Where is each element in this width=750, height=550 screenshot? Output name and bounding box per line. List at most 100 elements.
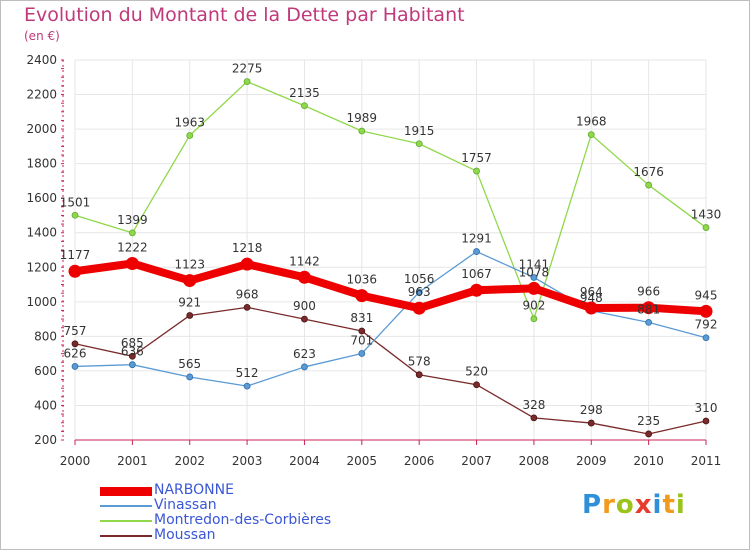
data-label: 1222 [117, 240, 148, 254]
data-point [183, 274, 197, 288]
x-tick-label: 2000 [60, 454, 91, 468]
x-tick-label: 2002 [174, 454, 205, 468]
series-line [74, 80, 707, 320]
logo-letter: P [582, 490, 603, 520]
data-label: 1141 [519, 257, 550, 271]
legend-label: NARBONNE [154, 482, 234, 498]
legend-swatch [100, 520, 152, 522]
data-point [240, 257, 254, 271]
data-label: 2135 [289, 86, 320, 100]
data-point [68, 264, 82, 278]
y-tick-label: 2200 [26, 88, 57, 102]
y-tick-label: 2400 [26, 53, 57, 67]
data-label: 1915 [404, 124, 435, 138]
data-point [702, 417, 710, 425]
data-label: 1757 [461, 151, 492, 165]
data-point [415, 371, 423, 379]
x-tick-label: 2004 [289, 454, 320, 468]
data-point [527, 281, 541, 295]
data-label: 902 [522, 299, 545, 313]
chart-subtitle: (en €) [24, 29, 60, 43]
data-point [645, 318, 653, 326]
data-point [470, 283, 484, 297]
data-point [243, 78, 251, 85]
data-label: 964 [580, 285, 603, 299]
data-label: 623 [293, 347, 316, 361]
data-point [128, 352, 136, 360]
y-tick-label: 2000 [26, 122, 57, 136]
x-tick-label: 2011 [691, 454, 722, 468]
series-line [74, 306, 707, 435]
x-tick-label: 2005 [347, 454, 378, 468]
x-tick-label: 2003 [232, 454, 263, 468]
data-point [645, 181, 653, 189]
data-label: 298 [580, 403, 603, 417]
data-point [301, 315, 308, 323]
y-tick-label: 800 [34, 329, 57, 343]
y-tick-label: 1000 [26, 295, 57, 309]
y-tick-label: 1600 [26, 191, 57, 205]
data-label: 1399 [117, 213, 148, 227]
logo-letter: x [634, 490, 653, 520]
data-point [412, 301, 426, 315]
y-tick-label: 1200 [26, 260, 57, 274]
x-tick-label: 2007 [461, 454, 492, 468]
data-point [243, 382, 251, 390]
logo-letter: i [675, 490, 686, 520]
data-point [415, 140, 423, 148]
data-point [530, 315, 538, 323]
x-tick-label: 2010 [633, 454, 664, 468]
data-label: 900 [293, 299, 316, 313]
data-point [473, 381, 480, 389]
data-point [415, 288, 423, 296]
data-point [355, 289, 369, 303]
legend-swatch [100, 486, 152, 496]
data-point [301, 102, 308, 110]
data-point [243, 303, 251, 311]
y-tick-label: 1400 [26, 226, 57, 240]
data-point [128, 361, 136, 369]
legend-swatch [100, 505, 152, 507]
data-label: 565 [178, 357, 201, 371]
data-label: 945 [695, 288, 718, 302]
data-label: 512 [236, 366, 259, 380]
data-label: 1963 [174, 115, 205, 129]
data-point [125, 256, 139, 270]
data-label: 626 [64, 346, 87, 360]
x-tick-label: 2009 [576, 454, 607, 468]
data-label: 921 [178, 295, 201, 309]
data-point [186, 373, 194, 381]
data-label: 1968 [576, 115, 607, 129]
data-label: 831 [350, 311, 373, 325]
data-label: 792 [695, 318, 718, 332]
data-point [128, 229, 136, 237]
data-label: 1036 [347, 273, 378, 287]
data-label: 1676 [633, 165, 664, 179]
series-lines [68, 78, 713, 438]
data-label: 1177 [60, 248, 91, 262]
data-point [530, 274, 538, 281]
data-label: 968 [236, 287, 259, 301]
data-label: 757 [64, 324, 87, 338]
y-tick-label: 600 [34, 364, 57, 378]
data-labels: 1501 1399 1963 2275 2135 1989 1915 1757 902 1968 1… [60, 62, 722, 428]
data-label: 685 [121, 336, 144, 350]
data-point [358, 127, 366, 135]
data-label: 1989 [347, 111, 378, 125]
gridlines [74, 59, 707, 441]
data-label: 636 [121, 345, 144, 359]
data-point [358, 350, 366, 357]
data-point [71, 363, 79, 370]
data-label: 966 [637, 285, 660, 299]
data-point [473, 248, 480, 255]
data-point [186, 132, 194, 139]
data-point [473, 167, 480, 175]
data-point [584, 301, 598, 315]
data-label: 310 [695, 401, 718, 415]
logo-letter: i [652, 490, 663, 520]
data-label: 701 [350, 333, 373, 347]
data-point [587, 419, 595, 427]
x-tick-label: 2006 [404, 454, 435, 468]
